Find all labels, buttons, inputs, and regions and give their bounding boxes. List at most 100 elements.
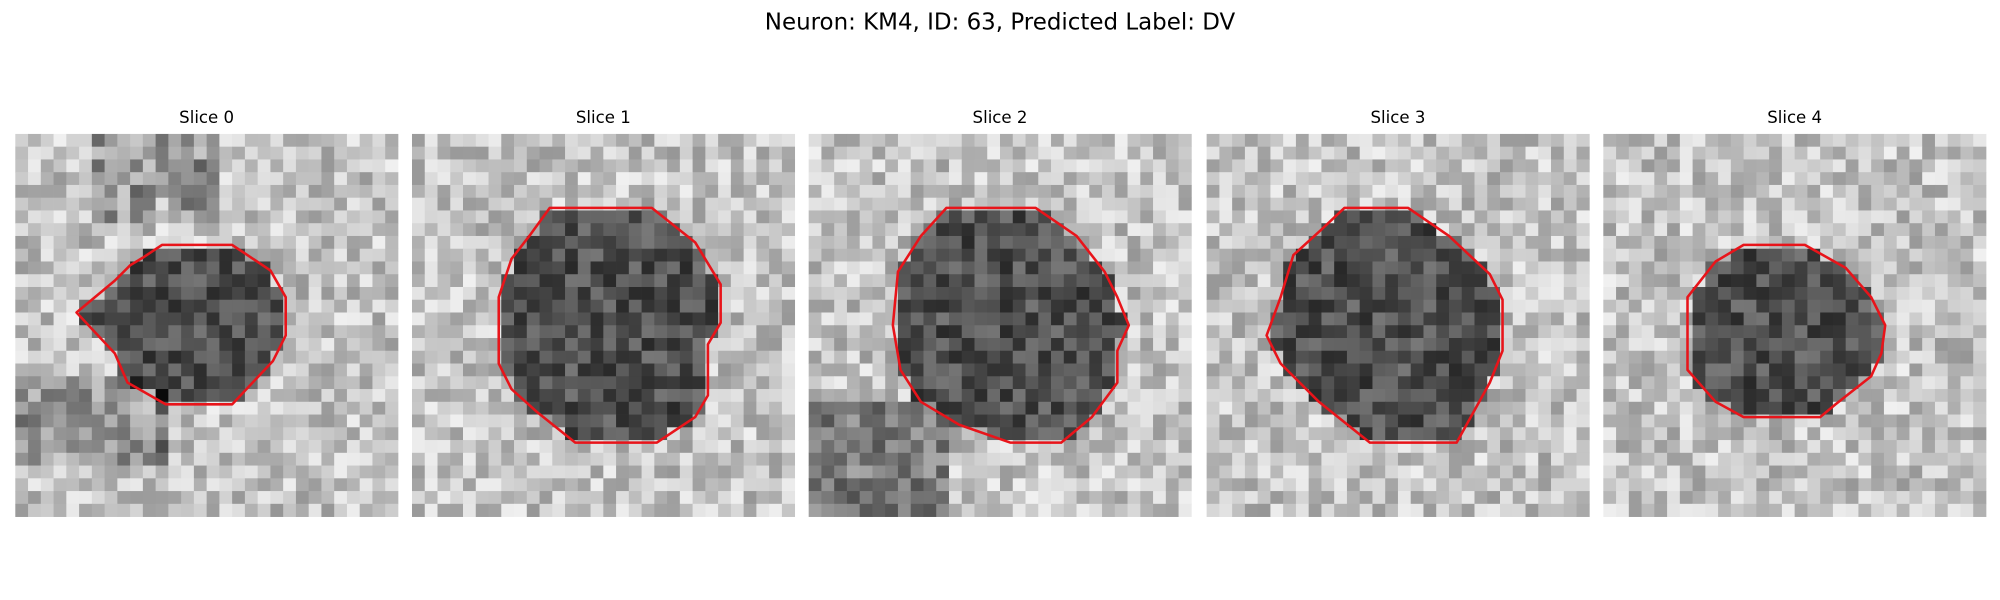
pixel xyxy=(142,427,156,441)
pixel xyxy=(1051,465,1065,479)
pixel xyxy=(91,312,105,326)
pixel xyxy=(232,465,246,479)
pixel xyxy=(641,223,655,237)
pixel xyxy=(411,312,426,326)
pixel xyxy=(79,503,93,517)
pixel xyxy=(463,248,477,262)
pixel xyxy=(117,503,131,517)
pixel xyxy=(1743,325,1757,339)
pixel xyxy=(308,210,322,224)
pixel xyxy=(743,146,757,160)
pixel xyxy=(1807,401,1821,415)
pixel xyxy=(590,350,604,364)
pixel xyxy=(1165,172,1179,186)
pixel xyxy=(1448,172,1463,186)
pixel xyxy=(1563,223,1577,237)
pixel xyxy=(859,184,873,199)
pixel xyxy=(385,440,399,454)
pixel xyxy=(1219,286,1233,301)
pixel xyxy=(692,491,706,505)
pixel xyxy=(359,172,373,186)
pixel xyxy=(654,312,668,326)
pixel xyxy=(1487,478,1501,492)
pixel xyxy=(1871,286,1885,301)
pixel xyxy=(1295,478,1310,492)
pixel xyxy=(948,376,963,390)
pixel xyxy=(885,133,899,148)
pixel xyxy=(1820,401,1834,415)
pixel xyxy=(1820,376,1834,390)
pixel xyxy=(1346,210,1361,224)
pixel xyxy=(1679,376,1693,390)
pixel xyxy=(1883,401,1898,415)
pixel xyxy=(1448,286,1463,301)
pixel xyxy=(1165,440,1179,454)
pixel xyxy=(1603,146,1617,160)
pixel xyxy=(1461,210,1475,224)
pixel xyxy=(1563,427,1577,441)
pixel xyxy=(1127,146,1141,160)
pixel xyxy=(1153,159,1167,173)
pixel xyxy=(1397,491,1412,505)
pixel xyxy=(1538,261,1552,275)
pixel xyxy=(1038,350,1052,364)
pixel xyxy=(885,376,899,390)
pixel xyxy=(1896,401,1910,415)
pixel xyxy=(1165,350,1179,364)
pixel xyxy=(1487,299,1501,313)
pixel xyxy=(730,401,745,415)
pixel xyxy=(270,465,284,479)
pixel xyxy=(1257,261,1271,275)
pixel xyxy=(1641,491,1655,505)
pixel xyxy=(1219,389,1233,403)
pixel xyxy=(565,184,579,199)
pixel xyxy=(1397,210,1412,224)
pixel xyxy=(117,389,131,403)
pixel xyxy=(603,389,617,403)
pixel xyxy=(1512,312,1526,326)
pixel xyxy=(283,197,297,211)
pixel xyxy=(346,325,361,339)
pixel xyxy=(1359,452,1373,466)
pixel xyxy=(117,452,131,466)
pixel xyxy=(257,274,271,288)
pixel xyxy=(679,133,693,148)
pixel xyxy=(821,184,835,199)
pixel xyxy=(1538,210,1552,224)
pixel xyxy=(885,452,899,466)
pixel xyxy=(1410,401,1424,415)
pixel xyxy=(1718,465,1732,479)
pixel xyxy=(1178,299,1192,313)
pixel xyxy=(1140,465,1154,479)
pixel xyxy=(565,312,579,326)
pixel xyxy=(565,363,579,377)
pixel xyxy=(295,133,310,148)
pixel xyxy=(987,452,1001,466)
pixel xyxy=(1359,350,1373,364)
pixel xyxy=(1012,452,1026,466)
pixel xyxy=(1538,350,1552,364)
pixel xyxy=(1346,376,1361,390)
pixel xyxy=(1692,261,1706,275)
pixel xyxy=(463,235,477,250)
pixel xyxy=(743,338,757,352)
slice-panel xyxy=(1603,133,1987,517)
pixel xyxy=(219,427,233,441)
pixel xyxy=(1538,172,1552,186)
pixel xyxy=(1909,261,1923,275)
pixel xyxy=(1140,146,1154,160)
pixel xyxy=(1000,465,1014,479)
pixel xyxy=(552,235,566,250)
pixel xyxy=(872,440,886,454)
pixel xyxy=(1140,478,1154,492)
pixel xyxy=(590,172,604,186)
pixel xyxy=(910,440,924,454)
pixel xyxy=(1551,286,1565,301)
pixel xyxy=(974,223,988,237)
pixel xyxy=(91,491,105,505)
pixel xyxy=(1153,338,1167,352)
pixel xyxy=(219,184,233,199)
pixel xyxy=(411,325,426,339)
pixel xyxy=(616,146,630,160)
pixel xyxy=(1679,274,1693,288)
